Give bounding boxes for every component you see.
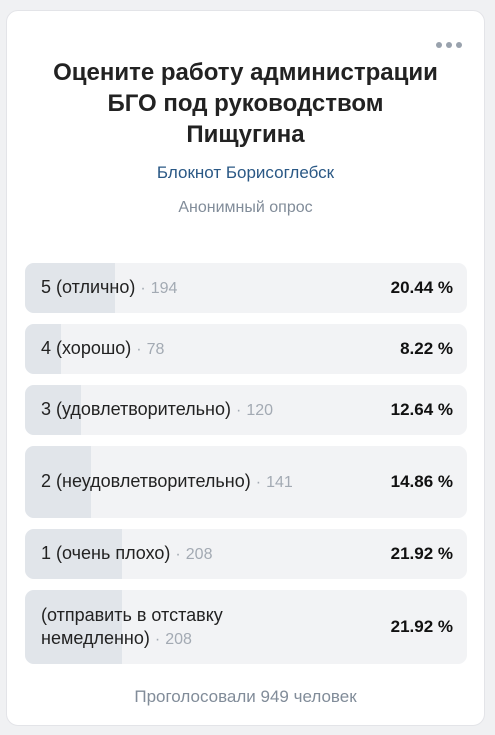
poll-option[interactable]: 2 (неудовлетворительно) · 141 14.86 % xyxy=(25,446,467,518)
voters-count: Проголосовали 949 человек xyxy=(134,687,357,706)
option-percent: 20.44 % xyxy=(390,278,453,297)
poll-options: 5 (отлично) · 194 20.44 % 4 (хорошо) · 7… xyxy=(25,263,467,675)
option-label: 4 (хорошо) xyxy=(41,338,132,358)
option-text: 1 (очень плохо) · 208 xyxy=(41,542,212,566)
option-count: 194 xyxy=(150,280,178,297)
option-label: (отправить в отставку немедленно) xyxy=(41,604,223,648)
source-link[interactable]: Блокнот Борисоглебск xyxy=(156,163,335,182)
option-text: 5 (отлично) · 194 xyxy=(41,276,177,300)
option-text: 4 (хорошо) · 78 xyxy=(41,337,164,361)
poll-option[interactable]: 5 (отлично) · 194 20.44 % xyxy=(25,263,467,313)
option-label: 5 (отлично) xyxy=(41,277,136,297)
option-label: 3 (удовлетворительно) xyxy=(41,399,231,419)
option-fill-bar xyxy=(25,385,81,435)
dot xyxy=(456,42,462,48)
option-fill-bar xyxy=(25,263,116,313)
option-count-sep: · xyxy=(140,280,146,297)
option-count: 78 xyxy=(146,341,165,358)
poll-option[interactable]: 3 (удовлетворительно) · 120 12.64 % xyxy=(25,385,467,435)
option-percent: 21.92 % xyxy=(390,617,453,636)
poll-option[interactable]: 1 (очень плохо) · 208 21.92 % xyxy=(25,529,467,579)
option-count-sep: · xyxy=(235,402,242,419)
option-fill-bar xyxy=(25,529,122,579)
option-count: 208 xyxy=(185,546,213,563)
option-text: 3 (удовлетворительно) · 120 xyxy=(41,398,273,422)
option-percent: 8.22 % xyxy=(400,339,453,358)
option-count-sep: · xyxy=(136,341,142,358)
option-label: 2 (неудовлетворительно) xyxy=(41,471,251,491)
option-count-sep: · xyxy=(175,546,181,563)
option-text: 2 (неудовлетворительно) · 141 xyxy=(41,470,293,494)
option-percent: 14.86 % xyxy=(390,472,453,491)
poll-option[interactable]: 4 (хорошо) · 78 8.22 % xyxy=(25,324,467,374)
more-options-icon[interactable] xyxy=(434,39,464,51)
option-fill-bar xyxy=(25,324,62,374)
option-count: 208 xyxy=(165,630,192,648)
option-text: (отправить в отставку немедленно) · 208 xyxy=(41,604,281,651)
option-fill-bar xyxy=(25,590,122,664)
option-fill-bar xyxy=(25,446,91,518)
option-count: 141 xyxy=(266,474,293,491)
poll-title: Оцените работу администрации БГО под рук… xyxy=(53,59,438,148)
option-count: 120 xyxy=(246,402,274,419)
poll-card: Оцените работу администрации БГО под рук… xyxy=(6,10,485,726)
option-percent: 12.64 % xyxy=(390,400,453,419)
dot xyxy=(436,42,442,48)
option-count-sep: · xyxy=(255,474,262,491)
poll-type-label: Анонимный опрос xyxy=(178,199,313,216)
option-percent: 21.92 % xyxy=(390,544,453,563)
option-label: 1 (очень плохо) xyxy=(41,543,171,563)
dot xyxy=(446,42,452,48)
option-count-sep: · xyxy=(154,630,161,648)
poll-option[interactable]: (отправить в отставку немедленно) · 208 … xyxy=(25,590,467,664)
